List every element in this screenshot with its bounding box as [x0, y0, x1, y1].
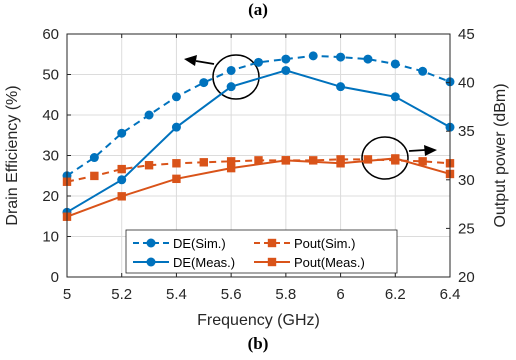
- data-point: [171, 92, 181, 102]
- legend-marker: [267, 257, 277, 267]
- data-point: [281, 54, 291, 64]
- caption-top: (a): [248, 0, 268, 19]
- data-point: [418, 157, 427, 166]
- y-tick-label: 20: [42, 188, 59, 205]
- data-point: [172, 159, 181, 168]
- data-point: [254, 156, 263, 165]
- x-tick-label: 5.8: [275, 286, 296, 303]
- data-point: [226, 82, 236, 92]
- series-line: [66, 69, 451, 214]
- legend-item: Pout(Meas.): [254, 255, 365, 270]
- data-point: [226, 157, 236, 166]
- data-point: [390, 59, 400, 69]
- arrow-right-shaft: [408, 149, 426, 152]
- data-point: [254, 57, 263, 67]
- legend-item: DE(Sim.): [133, 236, 226, 251]
- data-point: [391, 154, 400, 163]
- legend-label: Pout(Meas.): [294, 255, 365, 270]
- data-point: [308, 51, 318, 61]
- legend-item: DE(Meas.): [133, 255, 235, 270]
- legend-marker: [267, 238, 277, 248]
- data-point: [199, 158, 208, 167]
- data-point: [363, 54, 373, 64]
- arrow-left-shaft: [195, 60, 215, 65]
- series-layer: [62, 51, 455, 221]
- data-point: [117, 128, 127, 138]
- y-tick-label: 30: [42, 148, 59, 165]
- x-axis-label: Frequency (GHz): [197, 312, 320, 329]
- y-axis-label: Drain Efficiency (%): [4, 85, 21, 225]
- legend-marker: [146, 257, 156, 267]
- y-tick-label: 40: [42, 107, 59, 124]
- data-point: [390, 92, 400, 102]
- data-point: [144, 110, 154, 120]
- series-line: [66, 157, 451, 218]
- caption-bottom: (b): [247, 334, 269, 353]
- tick-labels: 5 5.2 5.4 5.6 5.8 6 6.2 6.4 0 10 20 30 40 50 60 20 25 30 3…: [42, 26, 474, 303]
- legend-box: [125, 229, 398, 274]
- arrow-right-head: [424, 145, 437, 156]
- legend-label: DE(Sim.): [173, 236, 226, 251]
- data-point: [171, 122, 181, 132]
- annotation-ellipse-de: [212, 54, 260, 100]
- y2-axis-label: Output power (dBm): [492, 83, 509, 227]
- data-point: [336, 52, 346, 62]
- y2-tick-label: 30: [458, 172, 475, 189]
- series-DE(Meas.): [62, 65, 455, 217]
- data-point: [89, 153, 99, 163]
- x-tick-label: 5.6: [221, 286, 242, 303]
- data-point: [226, 65, 236, 75]
- data-point: [144, 161, 154, 170]
- data-point: [117, 192, 126, 201]
- y2-tick-label: 25: [458, 220, 475, 237]
- annotations: [184, 54, 437, 180]
- y2-tick-label: 45: [458, 26, 475, 43]
- data-point: [281, 65, 291, 75]
- annotation-ellipse-pout: [361, 136, 409, 180]
- x-tick-label: 5.2: [111, 286, 132, 303]
- x-tick-label: 6.2: [385, 286, 406, 303]
- series-line: [66, 54, 451, 177]
- x-tick-label: 6.4: [440, 286, 461, 303]
- axes: [66, 33, 451, 278]
- data-point: [90, 171, 99, 181]
- arrow-left-head: [184, 55, 197, 66]
- y2-tick-label: 20: [458, 269, 475, 286]
- x-tick-label: 6: [336, 286, 344, 303]
- data-point: [309, 156, 318, 165]
- legend-label: Pout(Sim.): [294, 236, 355, 251]
- x-tick-label: 5: [63, 286, 71, 303]
- legend-label: DE(Meas.): [173, 255, 235, 270]
- y2-tick-label: 40: [458, 75, 475, 92]
- y-tick-label: 50: [42, 67, 59, 84]
- data-point: [117, 175, 127, 185]
- data-point: [336, 159, 345, 168]
- data-point: [226, 163, 236, 173]
- legend-marker: [146, 238, 156, 248]
- legend-item: Pout(Sim.): [254, 236, 355, 251]
- data-point: [336, 82, 346, 92]
- y-tick-label: 0: [51, 269, 59, 286]
- legend: DE(Sim.) DE(Meas.) Pout(Sim.) Pout(Meas.): [125, 229, 398, 274]
- data-point: [117, 164, 126, 174]
- y-tick-label: 10: [42, 229, 59, 246]
- x-tick-label: 5.4: [166, 286, 187, 303]
- series-DE(Sim.): [62, 51, 455, 181]
- data-point: [363, 155, 373, 164]
- data-point: [418, 66, 428, 76]
- data-point: [199, 78, 209, 88]
- y-tick-label: 60: [42, 26, 59, 43]
- y2-tick-label: 35: [458, 123, 475, 140]
- data-point: [172, 174, 181, 184]
- data-point: [281, 156, 291, 165]
